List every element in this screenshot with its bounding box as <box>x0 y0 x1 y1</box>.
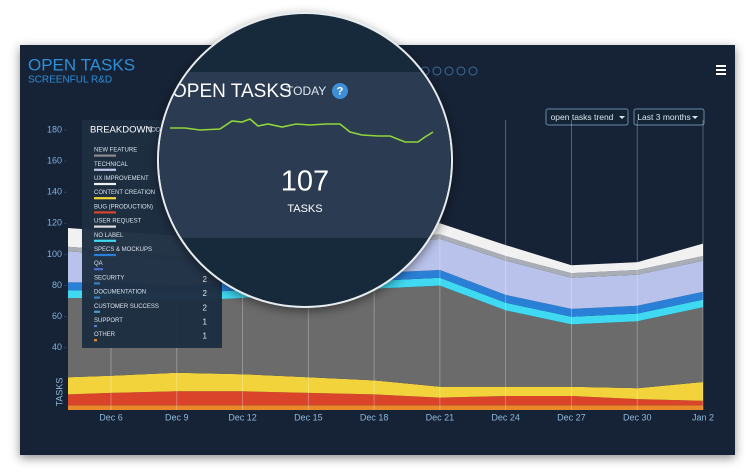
y-axis-label: TASKS <box>54 378 64 407</box>
breakdown-count: 2 <box>203 275 208 284</box>
breakdown-bar <box>94 211 116 214</box>
stacked-area <box>68 238 703 309</box>
stacked-area <box>68 285 703 389</box>
breakdown-label: BUG (PRODUCTION) <box>94 204 153 210</box>
y-tick-label: 80 <box>52 280 62 290</box>
breakdown-count: 2 <box>203 303 208 312</box>
plot-area <box>68 223 703 410</box>
pager-dot[interactable] <box>432 66 442 76</box>
x-tick-label: Dec 12 <box>228 412 257 422</box>
range-dropdown[interactable]: Last 3 months <box>633 108 705 126</box>
x-tick-label: Jan 2 <box>692 412 714 422</box>
lens-unit: TASKS <box>287 203 322 215</box>
breakdown-bar <box>94 197 116 200</box>
breakdown-count: 1 <box>203 318 208 327</box>
x-tick-label: Dec 9 <box>165 412 189 422</box>
lens-content: OPEN TASKS TODAY ? 107 TASKS <box>159 14 451 306</box>
breakdown-bar <box>94 168 116 171</box>
help-icon-text: ? <box>337 85 344 97</box>
breakdown-bar <box>94 310 100 313</box>
breakdown-label: SPECS & MOCKUPS <box>94 247 152 253</box>
breakdown-bar <box>94 339 97 342</box>
breakdown-label: NO LABEL <box>94 233 124 239</box>
breakdown-label: SUPPORT <box>94 318 123 324</box>
breakdown-bar <box>94 225 116 228</box>
stacked-area <box>68 405 703 410</box>
breakdown-bar <box>94 296 100 299</box>
breakdown-title: BREAKDOWN <box>90 125 152 136</box>
breakdown-bar <box>94 324 97 328</box>
stacked-area <box>68 270 703 317</box>
x-tick-label: Dec 6 <box>99 412 123 422</box>
breakdown-bar <box>94 268 103 271</box>
y-tick-label: 160 <box>47 155 62 165</box>
dropdown-box <box>633 108 705 126</box>
dropdown-label: open tasks trend <box>551 112 614 122</box>
breakdown-label: DOCUMENTATION <box>94 290 146 296</box>
stacked-area <box>68 223 703 274</box>
breakdown-label: USER REQUEST <box>94 219 142 225</box>
breakdown-label: QA <box>94 261 103 267</box>
subtitle: SCREENFUL R&D <box>28 75 112 86</box>
breakdown-period: TODAY <box>147 127 169 134</box>
chart: 40 60 80 100 120 140 160 180 Dec 6 Dec 9 Dec 12 Dec… <box>47 120 714 422</box>
breakdown-bar <box>94 282 100 285</box>
magnifier: OPEN TASKS TODAY ? 107 TASKS <box>157 12 453 308</box>
breakdown-count: 2 <box>203 289 208 298</box>
y-tick-label: 100 <box>47 249 62 259</box>
menu-bar <box>716 69 726 71</box>
lens-card <box>160 72 450 238</box>
lens-value: 107 <box>281 166 329 198</box>
x-tick-label: Dec 24 <box>491 412 520 422</box>
stacked-area <box>68 372 703 401</box>
y-tick-label: 180 <box>47 124 62 134</box>
lens-title: OPEN TASKS <box>172 81 292 102</box>
pager-dot[interactable] <box>468 66 478 76</box>
x-tick-label: Dec 30 <box>623 412 652 422</box>
x-tick-label: Dec 15 <box>294 412 323 422</box>
dropdown-label: Last 3 months <box>637 112 690 122</box>
menu-bar <box>716 73 726 75</box>
y-tick-label: 40 <box>52 342 62 352</box>
breakdown-bar <box>94 154 116 157</box>
sparkline <box>170 118 434 143</box>
help-icon[interactable] <box>332 83 348 99</box>
breakdown-count: 1 <box>203 332 208 341</box>
breakdown-bar <box>94 239 116 242</box>
pager-dot[interactable] <box>444 66 454 76</box>
breakdown-bar <box>94 253 116 257</box>
breakdown-label: CONTENT CREATION <box>94 190 155 196</box>
breakdown-label: CUSTOMER SUCCESS <box>94 304 159 310</box>
stacked-area <box>68 391 703 406</box>
dropdown-box <box>545 108 629 126</box>
y-tick-label: 60 <box>52 311 62 321</box>
breakdown-label: SECURITY <box>94 275 124 281</box>
caret <box>619 116 625 119</box>
breakdown-label: TECHNICAL <box>94 162 129 168</box>
pager-dot[interactable] <box>456 66 466 76</box>
menu-icon[interactable] <box>716 65 726 75</box>
breakdown-label: UX IMPROVEMENT <box>94 176 149 182</box>
breakdown-bar <box>94 182 116 186</box>
x-tick-label: Dec 21 <box>426 412 455 422</box>
y-tick-label: 140 <box>47 187 62 197</box>
breakdown-label: NEW FEATURE <box>94 148 137 154</box>
lens-period: TODAY <box>286 84 326 98</box>
breakdown-label: OTHER <box>94 332 116 338</box>
caret <box>692 116 698 119</box>
x-tick-label: Dec 18 <box>360 412 389 422</box>
menu-bar <box>716 65 726 67</box>
metric-dropdown[interactable]: open tasks trend <box>545 108 629 126</box>
stacked-area <box>68 277 703 325</box>
title: OPEN TASKS <box>28 55 135 74</box>
stacked-area <box>68 234 703 278</box>
x-tick-label: Dec 27 <box>557 412 586 422</box>
y-tick-label: 120 <box>47 218 62 228</box>
